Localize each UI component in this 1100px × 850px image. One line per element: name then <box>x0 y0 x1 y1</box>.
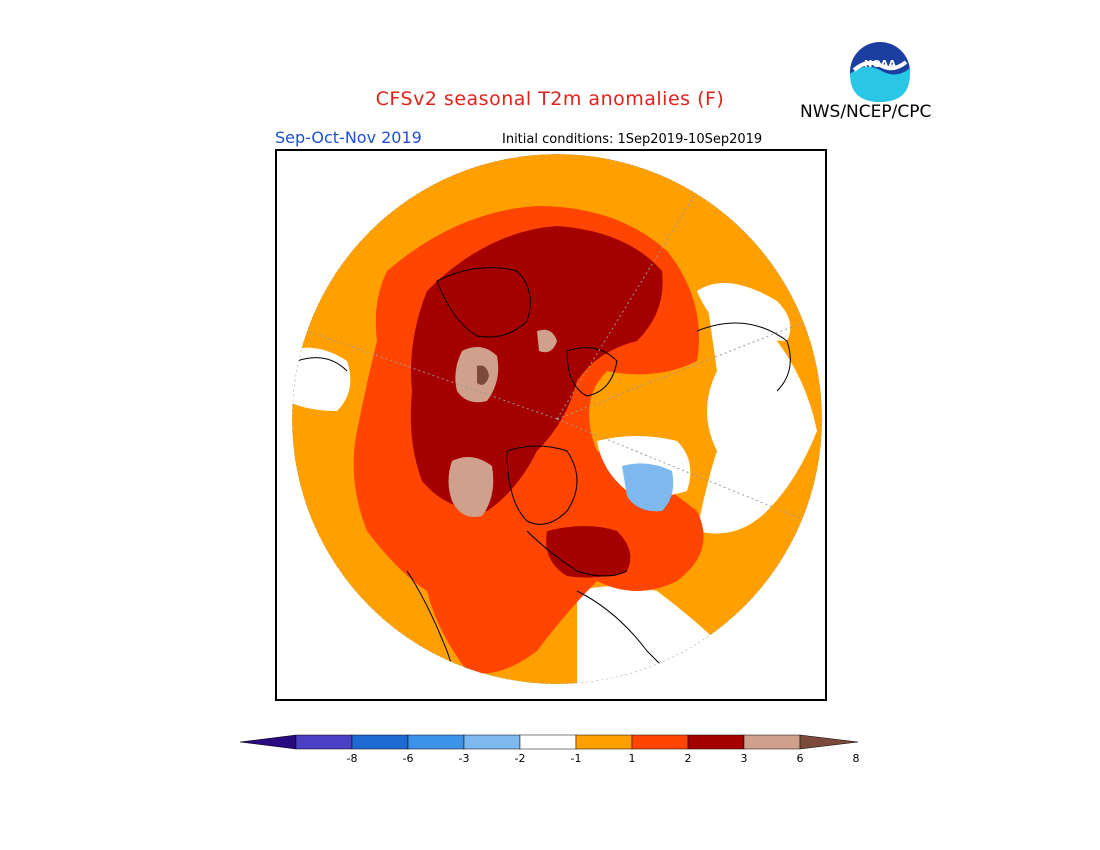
initial-conditions-label: Initial conditions: 1Sep2019-10Sep2019 <box>502 132 763 147</box>
anomaly-6-8-region <box>455 347 499 403</box>
season-label: Sep-Oct-Nov 2019 <box>275 128 422 147</box>
anomaly-map-svg <box>292 154 822 684</box>
colorbar-tick-label: -8 <box>346 752 358 765</box>
colorbar-arrow-low <box>239 734 297 750</box>
colorbar-tick-label: -1 <box>570 752 582 765</box>
colorbar-swatch <box>575 734 633 750</box>
near-normal-region <box>697 301 817 534</box>
colorbar-swatch <box>351 734 409 750</box>
colorbar-swatch <box>631 734 689 750</box>
colorbar-tick-label: 3 <box>740 752 748 765</box>
graticule <box>292 154 822 684</box>
colorbar-swatch <box>407 734 465 750</box>
colorbar <box>238 731 864 771</box>
colorbar-tick-label: 6 <box>796 752 804 765</box>
anomaly-field <box>292 154 822 684</box>
map-title: CFSv2 seasonal T2m anomalies (F) <box>375 88 725 110</box>
colorbar-tick-label: 2 <box>684 752 692 765</box>
anomaly-over-8-region <box>477 365 489 385</box>
colorbar-swatch <box>295 734 353 750</box>
anomaly-6-8-region <box>537 329 557 353</box>
colorbar-tick-label: -6 <box>402 752 414 765</box>
anomaly-minus-1-minus-2-region <box>622 463 674 512</box>
colorbar-arrow-high <box>799 734 859 750</box>
polar-map <box>275 149 827 701</box>
colorbar-svg <box>239 734 859 750</box>
anomaly-3-6-region <box>546 526 631 578</box>
anomaly-6-8-region <box>448 457 494 517</box>
colorbar-ticks: -8 -6 -3 -2 -1 1 2 3 6 8 <box>238 752 864 770</box>
colorbar-swatch <box>519 734 577 750</box>
coastlines <box>296 267 791 684</box>
colorbar-tick-label: 1 <box>628 752 636 765</box>
near-normal-region <box>292 347 351 411</box>
colorbar-swatch <box>687 734 745 750</box>
noaa-logo: NOAA <box>848 40 912 104</box>
colorbar-swatch <box>463 734 521 750</box>
noaa-logo-text: NOAA <box>864 59 896 70</box>
colorbar-tick-label: 8 <box>852 752 860 765</box>
colorbar-swatch <box>743 734 801 750</box>
anomaly-3-6-region <box>410 226 663 511</box>
near-normal-region <box>697 283 791 341</box>
agency-label: NWS/NCEP/CPC <box>800 102 932 122</box>
colorbar-tick-label: -3 <box>458 752 470 765</box>
colorbar-tick-label: -2 <box>514 752 526 765</box>
